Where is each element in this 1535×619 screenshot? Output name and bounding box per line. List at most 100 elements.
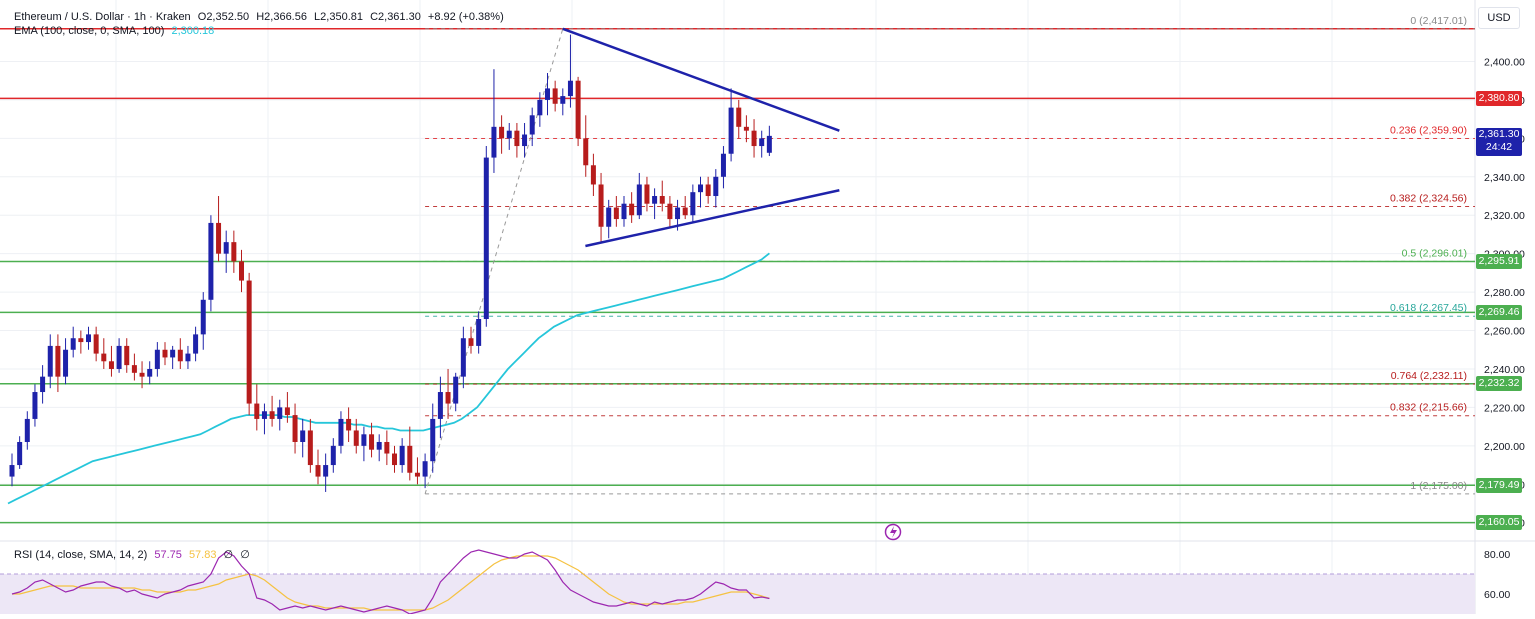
- candle: [63, 338, 69, 385]
- candle: [606, 199, 612, 239]
- candle-body: [445, 392, 451, 404]
- candle-body: [659, 196, 665, 204]
- fibonacci-retracement: 0 (2,417.01) 0.236 (2,359.90) 0.382 (2,324…: [424, 15, 1475, 495]
- price-tick-label: 2,320.00: [1484, 210, 1525, 222]
- price-tick-label: 2,340.00: [1484, 172, 1525, 184]
- candle: [621, 196, 627, 227]
- candle-body: [575, 80, 581, 139]
- candle: [32, 384, 38, 427]
- candle-body: [216, 222, 222, 254]
- price-tag: 2,380.80: [1476, 90, 1522, 106]
- triangle-lower-trendline: [585, 189, 840, 248]
- candle: [369, 422, 375, 458]
- candle-body: [751, 130, 757, 147]
- candle-body: [330, 445, 336, 466]
- candle-body: [277, 407, 283, 419]
- candle-body: [369, 434, 375, 450]
- candle: [346, 407, 352, 442]
- candle: [491, 69, 497, 173]
- candle: [86, 326, 91, 350]
- candle-body: [476, 319, 482, 346]
- fib-level-label: 0.832 (2,215.66): [1390, 402, 1467, 414]
- candle-body: [522, 134, 528, 147]
- candle: [108, 345, 114, 377]
- candle-body: [720, 153, 726, 177]
- candle: [414, 457, 420, 485]
- candle-body: [392, 453, 397, 466]
- candle-body: [376, 441, 382, 450]
- candle: [200, 292, 206, 350]
- rsi-tick-label: 80.00: [1484, 549, 1510, 561]
- rsi-sma-value: 57.83: [188, 549, 217, 561]
- fib-level-label: 1 (2,175.00): [1410, 480, 1467, 492]
- candle: [338, 411, 344, 454]
- price-tick-label: 2,200.00: [1484, 441, 1525, 453]
- price-tick-label: 2,280.00: [1484, 287, 1525, 299]
- candle-body: [254, 403, 260, 419]
- candle: [537, 92, 543, 127]
- price-tick-label: 2,260.00: [1484, 326, 1525, 338]
- fib-level-label: 0.236 (2,359.90): [1390, 125, 1467, 137]
- candle-body: [652, 196, 658, 204]
- fib-level-label: 0 (2,417.01): [1410, 15, 1467, 27]
- candle: [177, 338, 183, 369]
- candles: [9, 34, 772, 492]
- candle: [690, 184, 696, 223]
- high-value: 2,366.56: [264, 11, 307, 23]
- candle-body: [9, 465, 15, 477]
- candle-body: [682, 207, 688, 216]
- candle-body: [636, 184, 642, 216]
- candle: [720, 146, 726, 189]
- triangle-trendlines: [562, 27, 840, 248]
- candle-body: [414, 472, 420, 477]
- replay-icon[interactable]: [884, 523, 902, 541]
- candle-body: [17, 441, 23, 466]
- price-tag: 2,269.46: [1476, 304, 1522, 320]
- high-label: H: [256, 11, 265, 23]
- triangle-upper-trendline: [562, 27, 840, 132]
- price-tick-label: 2,400.00: [1484, 56, 1525, 68]
- candle-body: [560, 96, 566, 104]
- candle-body: [170, 349, 176, 358]
- currency-button[interactable]: USD: [1478, 7, 1520, 29]
- candle: [246, 272, 252, 416]
- candle: [644, 176, 650, 212]
- candle-body: [246, 280, 252, 404]
- change-value: +8.92 (+0.38%): [427, 11, 504, 23]
- candle-body: [185, 353, 191, 362]
- ema-line: [7, 252, 770, 505]
- candle: [55, 334, 61, 393]
- candle: [468, 326, 474, 354]
- candle: [261, 403, 267, 435]
- candle-body: [261, 411, 267, 419]
- price-tag: 2,361.30 24:42: [1476, 127, 1522, 156]
- candle: [713, 169, 719, 208]
- rsi-band: [0, 574, 1475, 614]
- candle-body: [705, 184, 711, 197]
- rsi-line: [11, 549, 770, 615]
- candle-body: [162, 349, 168, 358]
- price-tag-countdown: 24:42: [1485, 140, 1513, 153]
- candle-body: [32, 392, 38, 419]
- candle: [483, 146, 489, 327]
- low-value: 2,350.81: [320, 11, 363, 23]
- candle: [430, 403, 436, 473]
- candle: [698, 176, 703, 208]
- candle: [17, 436, 23, 469]
- candle-body: [223, 242, 229, 254]
- candle-body: [108, 361, 114, 369]
- candle-body: [55, 345, 61, 377]
- candle-body: [47, 345, 53, 377]
- candle-body: [483, 157, 489, 320]
- candle-body: [552, 88, 558, 104]
- candle-body: [284, 407, 290, 416]
- candle-body: [361, 434, 367, 446]
- candle-body: [177, 349, 183, 362]
- candle-body: [63, 349, 69, 377]
- candle: [506, 122, 512, 150]
- price-tick-label: 2,220.00: [1484, 402, 1525, 414]
- candle: [751, 119, 757, 158]
- candle: [529, 107, 535, 147]
- candle-body: [667, 203, 673, 220]
